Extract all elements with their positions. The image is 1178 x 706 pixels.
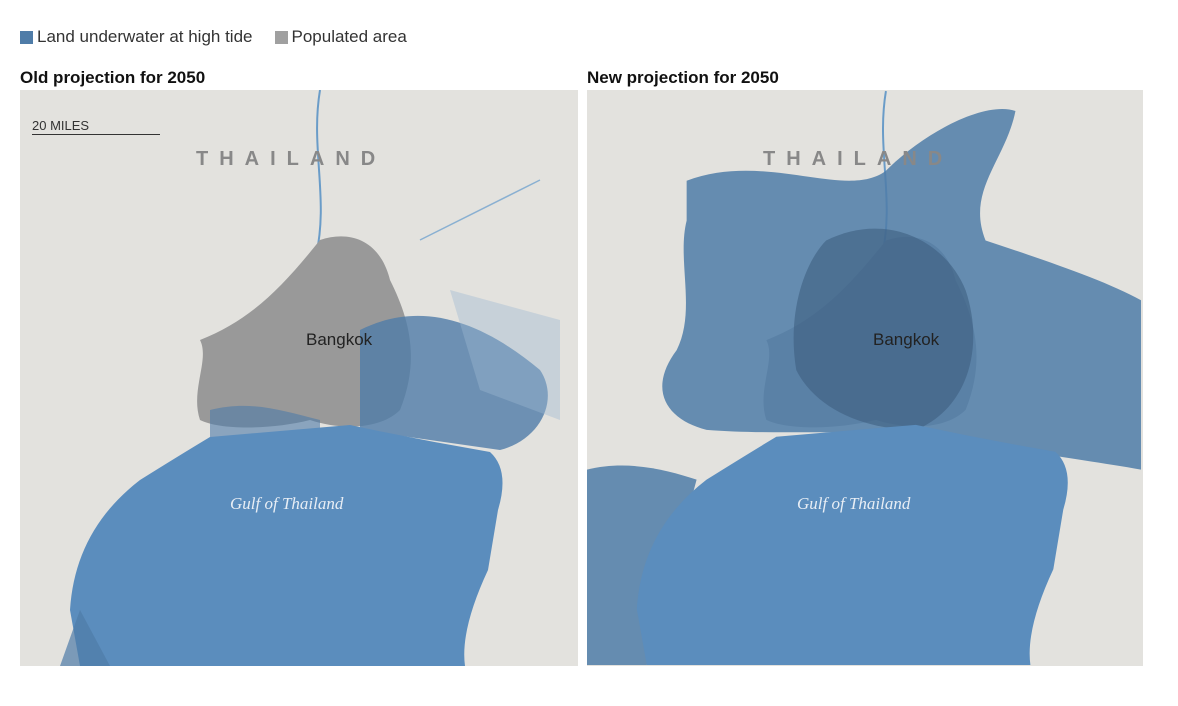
- new-projection-map: THAILAND Bangkok Gulf of Thailand: [587, 90, 1143, 666]
- legend-item-flood: Land underwater at high tide: [20, 27, 253, 47]
- legend-label: Populated area: [291, 27, 407, 46]
- city-label: Bangkok: [873, 330, 940, 349]
- old-map-graphic: [60, 90, 560, 666]
- sea-label: Gulf of Thailand: [230, 494, 344, 513]
- new-map-graphic: [587, 90, 1142, 665]
- legend-item-populated: Populated area: [274, 27, 407, 47]
- populated-swatch: [274, 30, 288, 44]
- scale-bar: 20 MILES: [32, 118, 160, 135]
- sea-label: Gulf of Thailand: [797, 494, 911, 513]
- old-projection-map: 20 MILES THAILAND Bangkok Gulf of Thaila…: [20, 90, 578, 666]
- legend-label: Land underwater at high tide: [37, 27, 253, 46]
- old-map-title: Old projection for 2050: [20, 68, 206, 87]
- country-label: THAILAND: [763, 148, 954, 170]
- flood-swatch: [20, 30, 33, 44]
- legend: Land underwater at high tide Populated a…: [20, 27, 407, 47]
- new-map-title: New projection for 2050: [587, 68, 779, 87]
- city-label: Bangkok: [306, 330, 373, 349]
- country-label: THAILAND: [196, 148, 387, 170]
